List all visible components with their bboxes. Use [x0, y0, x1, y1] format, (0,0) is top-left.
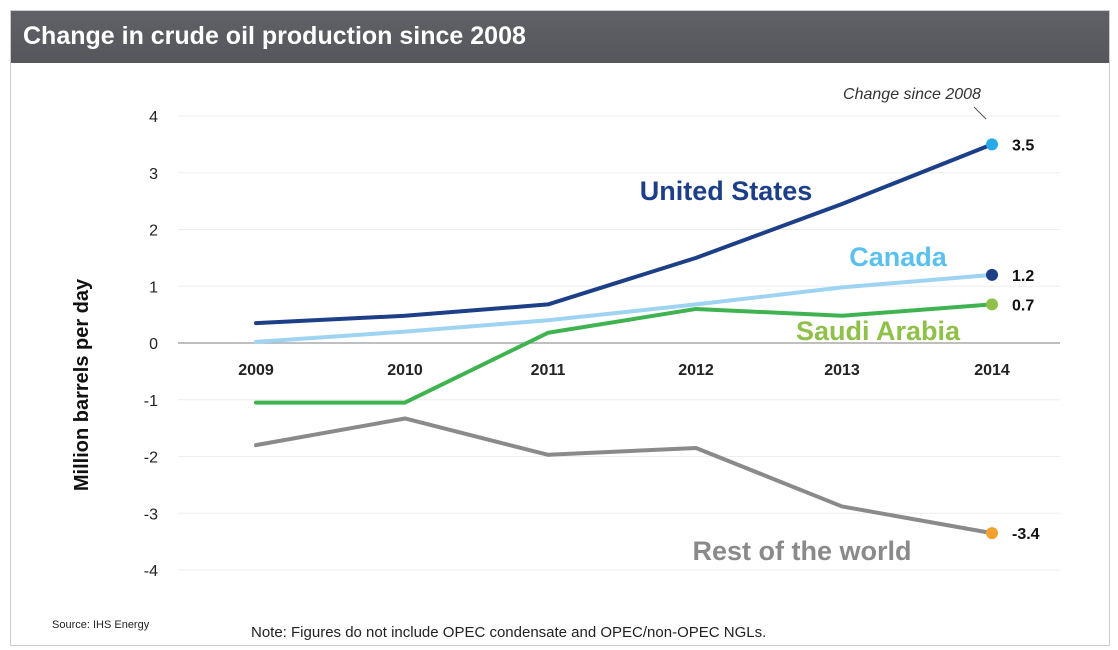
note-text: Note: Figures do not include OPEC conden…	[251, 624, 766, 641]
x-tick-label: 2009	[238, 362, 274, 379]
series-line-rest-of-the-world	[254, 416, 994, 536]
end-value-label: -3.4	[1012, 526, 1040, 543]
series-label-rest-of-the-world: Rest of the world	[692, 536, 911, 566]
chart-title: Change in crude oil production since 200…	[23, 22, 526, 50]
series-line-canada	[254, 272, 994, 344]
title-bar: Change in crude oil production since 200…	[11, 11, 1109, 63]
y-tick-label: -4	[144, 563, 158, 580]
y-axis-label: Million barrels per day	[71, 278, 93, 491]
x-tick-label: 2010	[387, 362, 423, 379]
series-line-saudi-arabia	[254, 302, 994, 405]
y-tick-label: 2	[149, 223, 158, 240]
series-line-united-states	[254, 142, 994, 326]
series-labels: United States Canada Saudi Arabia Rest of t…	[640, 176, 961, 566]
source-text: Source: IHS Energy	[52, 619, 150, 631]
change-since-annotation: Change since 2008	[843, 86, 981, 103]
x-tick-label: 2014	[974, 362, 1010, 379]
end-value-label: 0.7	[1012, 297, 1034, 314]
series-label-canada: Canada	[849, 242, 948, 272]
end-value-label: 3.5	[1012, 137, 1034, 154]
end-marker-saudi-arabia	[986, 298, 998, 311]
y-axis-ticks: 4 3 2 1 0 -1 -2 -3 -4	[144, 109, 158, 580]
series-lines	[254, 142, 994, 536]
end-markers: 3.5 1.2 0.7 -3.4	[986, 137, 1040, 543]
end-marker-rest-of-the-world	[986, 527, 998, 540]
x-tick-label: 2012	[678, 362, 714, 379]
y-tick-label: 4	[149, 109, 158, 126]
end-value-label: 1.2	[1012, 268, 1034, 285]
series-label-united-states: United States	[640, 176, 813, 206]
end-marker-canada	[986, 268, 998, 281]
y-tick-label: -2	[144, 450, 158, 467]
y-tick-label: -1	[144, 393, 158, 410]
end-marker-united-states	[986, 138, 998, 151]
y-tick-label: -3	[144, 506, 158, 523]
x-tick-label: 2013	[824, 362, 860, 379]
x-tick-label: 2011	[531, 362, 566, 379]
gridlines	[178, 115, 1060, 571]
x-axis-ticks: 2009 2010 2011 2012 2013 2014	[238, 362, 1010, 379]
series-label-saudi-arabia: Saudi Arabia	[796, 316, 961, 346]
annotation-pointer	[973, 106, 987, 120]
y-tick-label: 3	[149, 166, 158, 183]
y-tick-label: 1	[149, 279, 158, 296]
y-tick-label: 0	[149, 336, 158, 353]
